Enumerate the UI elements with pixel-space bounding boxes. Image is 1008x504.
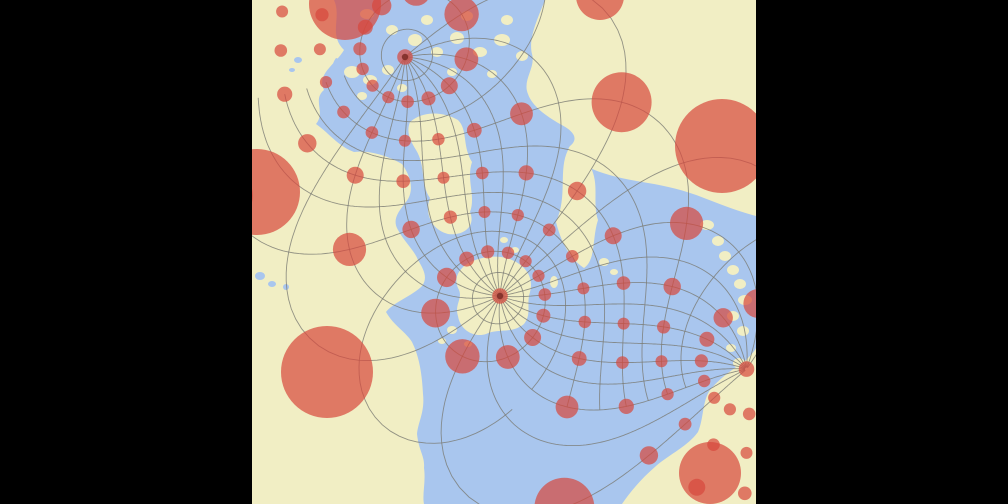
tissot-circle-layer [252,0,756,504]
tissot-indicatrix-world-map [252,0,756,504]
map-container [252,0,756,504]
letterbox-right [756,0,1008,504]
water-detail-layer [255,57,611,494]
pole-markers-layer [401,53,504,300]
letterbox-left [0,0,252,504]
